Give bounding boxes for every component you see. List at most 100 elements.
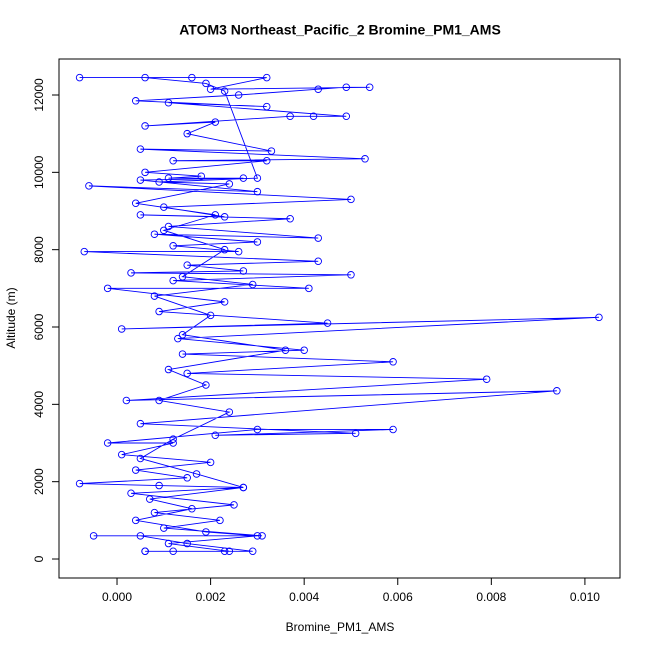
data-point [131,516,140,525]
data-point [234,91,243,99]
data-point [183,369,191,378]
data-point [188,504,196,513]
data-point [75,73,84,82]
chart-title: ATOM3 Northeast_Pacific_2 Bromine_PM1_AM… [179,22,501,38]
data-point [122,396,131,405]
data-point [248,547,257,556]
y-axis-label: Altitude (m) [4,287,18,348]
data-point [225,408,234,416]
x-axis-label: Bromine_PM1_AMS [286,620,395,634]
data-point [160,226,168,235]
data-point [347,271,355,279]
data-point [136,176,145,184]
data-point [351,429,360,438]
data-point [183,261,191,269]
y-tick-label: 2000 [32,468,46,495]
data-point [253,174,262,182]
data-point [150,508,159,517]
data-point [141,547,149,556]
data-point [211,118,220,126]
data-point [220,87,229,95]
y-tick-label: 4000 [32,391,46,418]
data-point [136,454,145,463]
data-point [389,358,397,366]
data-point [202,79,210,88]
data-point [141,122,149,130]
data-point [155,396,163,405]
data-point [183,539,191,548]
data-point [192,470,201,478]
data-point [127,269,135,277]
y-tick-label: 6000 [32,313,46,340]
data-point [150,292,159,300]
data-point [342,83,351,92]
data-point [178,330,187,339]
data-point [211,431,220,440]
data-point [178,272,187,281]
data-point [253,187,262,196]
data-point [267,147,276,155]
data-point [136,532,145,540]
data-point [220,245,229,254]
data-point [286,112,294,121]
data-point [216,516,224,525]
data-point [164,539,173,548]
data-point [220,213,229,221]
data-point [75,479,84,488]
data-point [342,112,351,121]
data-point [300,346,308,354]
data-point [253,238,262,246]
data-point [309,112,318,121]
x-tick-label: 0.006 [383,590,413,604]
data-point [141,168,149,177]
data-point [314,257,322,266]
data-point [160,524,168,532]
data-point [80,247,89,256]
data-point [220,298,229,306]
y-tick-label: 10000 [32,155,46,189]
data-point [239,174,248,182]
data-point [253,532,262,540]
data-point [482,375,491,383]
data-point [155,481,163,490]
data-point [197,172,205,180]
data-point [314,85,322,93]
data-point [234,247,243,256]
data-point [253,425,262,434]
x-tick-label: 0.004 [289,590,319,604]
data-point [89,532,98,540]
data-point [286,214,294,223]
data-point [131,199,140,208]
data-point [150,230,159,238]
data-point [361,155,369,163]
data-line [79,77,599,552]
data-point [211,211,220,219]
data-point [206,458,215,467]
data-point [202,528,210,536]
data-point [117,450,126,459]
data-point [174,334,182,343]
data-point [169,156,177,165]
data-point [155,307,163,316]
data-point [103,284,112,293]
data-point [155,178,163,186]
data-point [136,145,145,153]
data-point [553,387,561,395]
data-point [160,203,168,211]
data-point [131,466,140,474]
data-point [248,280,257,289]
data-point [169,547,177,556]
data-point [262,102,271,111]
data-point [262,156,271,165]
data-point [239,267,248,275]
data-point [164,98,173,107]
x-tick-label: 0.000 [102,590,132,604]
data-point [169,435,177,443]
data-point [225,547,234,556]
data-point [169,242,177,250]
data-point [164,222,173,231]
data-point [365,83,374,92]
data-point [314,234,322,242]
